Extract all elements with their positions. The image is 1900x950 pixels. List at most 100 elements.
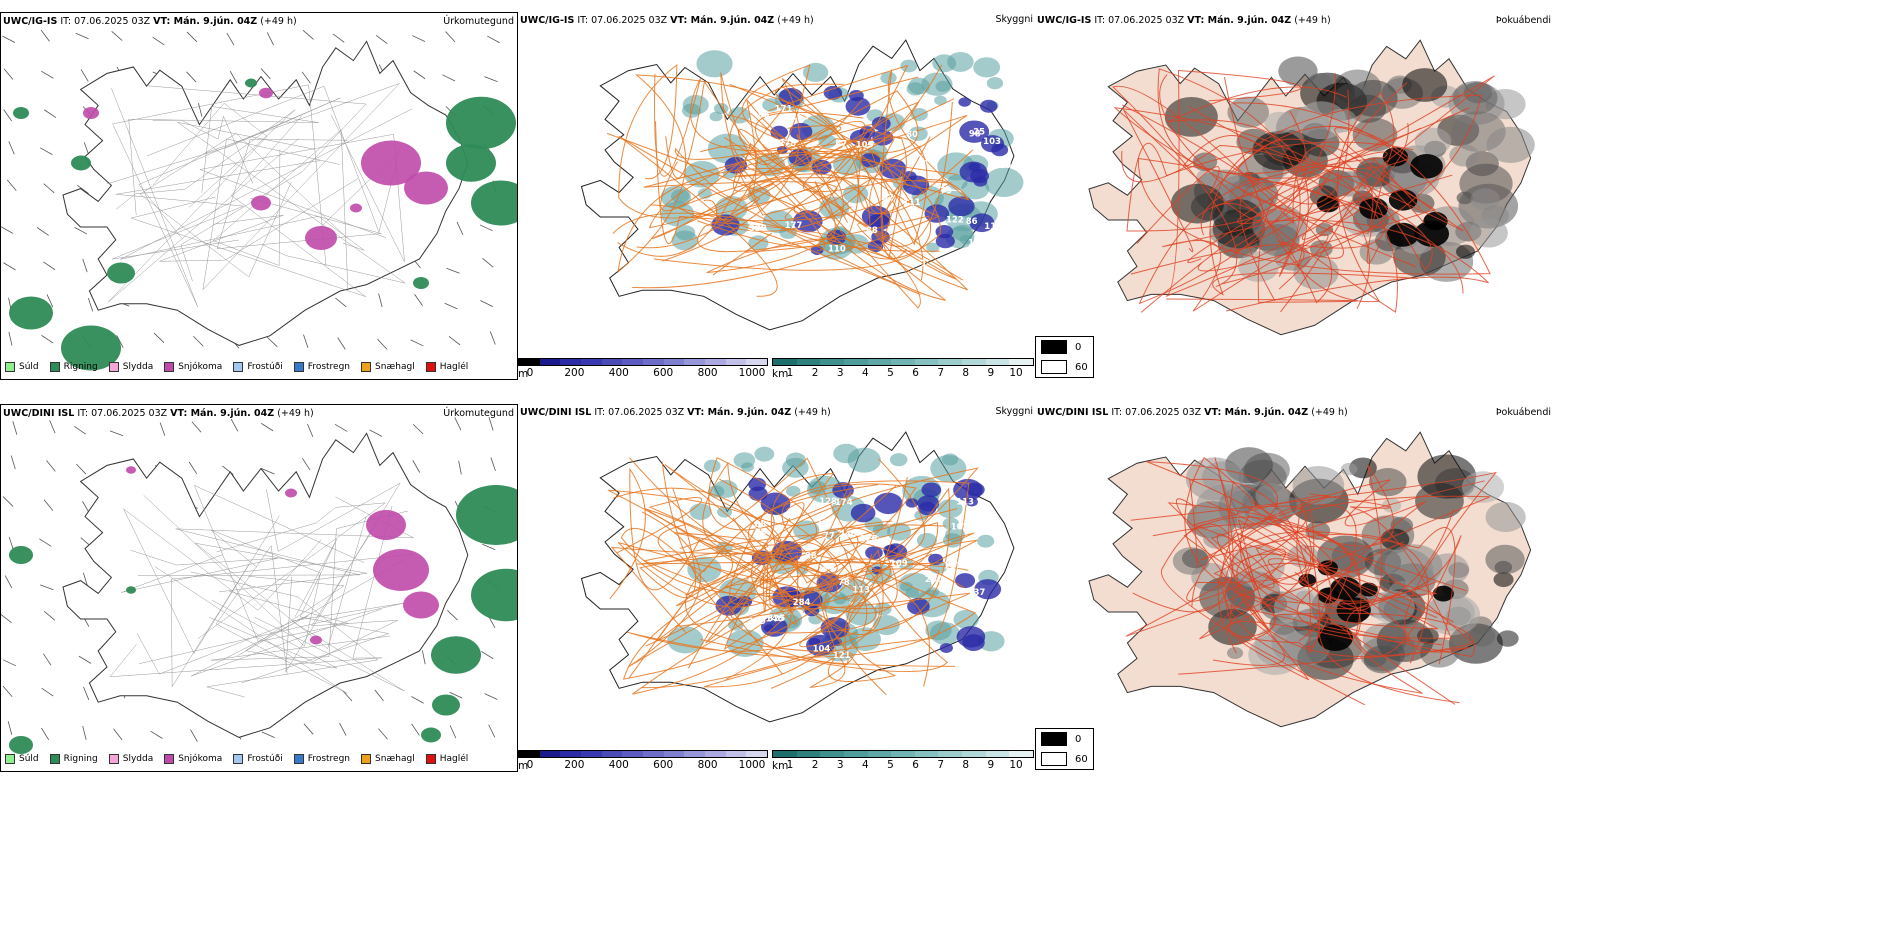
wind-barb [303, 334, 309, 348]
cloud-legend-bottom: 0 60 [1035, 728, 1094, 770]
ceiling-height-label: 86 [966, 217, 978, 227]
wind-barb [43, 261, 56, 271]
road-line [1296, 493, 1452, 639]
colorbar-tick-label: 9 [987, 759, 995, 771]
cloud-ceiling-area [958, 97, 971, 107]
wind-barb [484, 693, 498, 700]
fog-index-area [1414, 127, 1452, 155]
ceiling-height-label: 325 [767, 614, 785, 624]
colorbar-step [663, 751, 685, 757]
legend-item: Snjókoma [164, 362, 222, 372]
visibility-area [905, 587, 920, 598]
colorbar-unit: km [772, 760, 789, 772]
visibility-area [977, 534, 995, 548]
rain-area [431, 636, 481, 674]
wind-barb [153, 332, 165, 343]
wind-barb [301, 71, 311, 84]
terrain-contour [190, 571, 379, 698]
colorbar-step [705, 751, 726, 757]
wind-barb [414, 294, 423, 306]
colorbar-step [519, 751, 540, 757]
cloud-panel-bottom: UWC/DINI ISL IT: 07.06.2025 03Z VT: Mán.… [1035, 404, 1900, 774]
road-line [796, 134, 928, 246]
terrain-contour [266, 482, 401, 672]
wind-barb [229, 70, 238, 84]
road-line [1200, 151, 1388, 254]
legend-item: Haglél [425, 754, 468, 764]
ceiling-height-label: 1 [921, 259, 927, 269]
ceiling-height-label: 171 [775, 105, 793, 115]
legend-swatch [5, 754, 15, 764]
ceiling-height-label: 153 [791, 113, 809, 123]
cloud-ceiling-area [979, 99, 998, 113]
wind-barb [43, 183, 55, 194]
low-cloud-area [1432, 585, 1454, 602]
colorbar-step [539, 751, 561, 757]
legend-item: Frostúði [233, 362, 283, 372]
visibility-area [808, 613, 823, 625]
ceiling-height-label: 80 [906, 130, 918, 140]
wind-barb [342, 690, 353, 702]
visibility-area [947, 51, 974, 72]
colorbar-step [581, 751, 602, 757]
ceiling-height-label: 111 [903, 198, 921, 208]
road-line [1191, 479, 1460, 704]
colorbar-tick-label: 6 [912, 759, 919, 771]
colorbar-ticks: 0 200 400 600 800 1000 [527, 366, 768, 379]
road-line [1233, 184, 1386, 259]
wind-barb [266, 32, 274, 46]
colorbar-swatches [518, 750, 768, 758]
ceiling-map-bottom: 104 109 102 89 137 88 128 78 128 149 113 161 240 174 1… [580, 431, 1015, 723]
wind-barb [43, 653, 52, 666]
road-line [636, 532, 969, 601]
road-line [617, 111, 957, 280]
terrain-contour [130, 115, 366, 297]
colorbar-step [843, 359, 868, 365]
wind-barb [444, 302, 458, 310]
road-line [616, 497, 838, 669]
terrain-contour [123, 508, 322, 654]
fog-index-area [1363, 645, 1401, 674]
road-line [1213, 604, 1475, 666]
wind-barb [226, 32, 235, 46]
colorbar-swatches [518, 358, 768, 366]
visibility-area [667, 626, 704, 654]
wind-barb [3, 109, 12, 122]
road-line [700, 139, 864, 220]
wind-barb [307, 423, 314, 438]
legend-item: Frostúði [233, 754, 283, 764]
wind-barb [2, 35, 16, 43]
wind-barb [198, 103, 203, 117]
road-line [1130, 471, 1498, 675]
colorbar-step [1009, 751, 1034, 757]
ceiling-height-label: 113 [956, 497, 974, 507]
colorbar-tick-label: 400 [608, 759, 629, 771]
terrain-contour [209, 523, 399, 662]
rain-area [245, 78, 257, 88]
colorbar-tick-label: 10 [1009, 367, 1023, 379]
cloud-legend-value: 60 [1075, 753, 1088, 765]
colorbar-step [820, 359, 844, 365]
visibility-area [942, 517, 960, 530]
colorbar-tick-label: 800 [697, 759, 718, 771]
terrain-contour [112, 160, 321, 260]
legend-label: Snæhagl [375, 362, 415, 372]
visibility-area [682, 94, 709, 115]
ceiling-height-label: 121 [833, 651, 851, 661]
terrain-contour [193, 484, 365, 642]
road-line [880, 69, 969, 260]
ceiling-height-label: 102 [951, 522, 969, 532]
wind-barb [447, 610, 458, 621]
visibility-area [696, 50, 733, 78]
cloud-legend-value: 0 [1075, 733, 1082, 745]
road-line [703, 199, 837, 276]
snow-area [373, 549, 429, 591]
colorbar-step [773, 359, 797, 365]
wind-barb [186, 31, 198, 43]
colorbar-tick-label: 4 [861, 367, 869, 379]
ceiling-height-label: 330 [741, 259, 759, 269]
rain-area [107, 262, 135, 284]
colorbar-tick-label: 3 [836, 759, 844, 771]
cloud-ceiling-area [907, 597, 930, 615]
wind-barb [188, 461, 198, 475]
